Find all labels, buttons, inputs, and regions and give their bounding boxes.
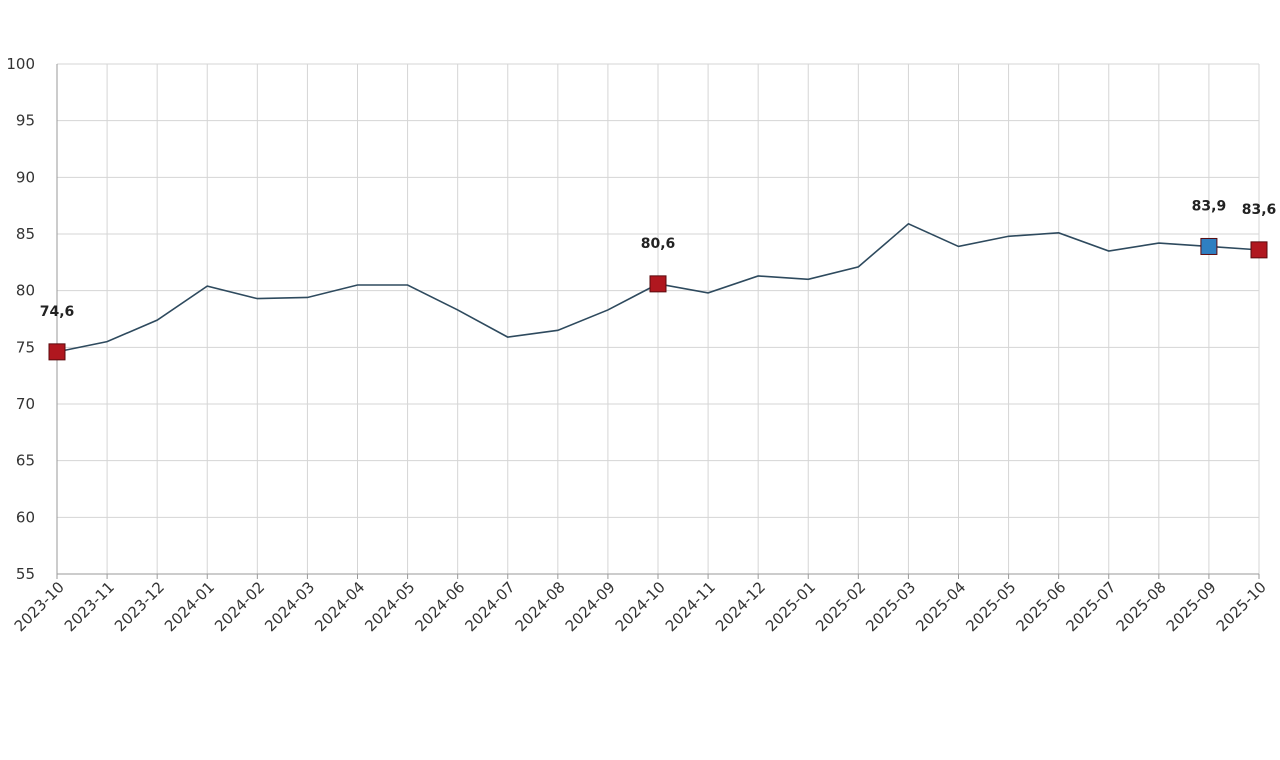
x-tick-label: 2024-11 (662, 578, 719, 635)
x-tick-label: 2025-10 (1213, 578, 1270, 635)
grid-layer (56, 63, 1260, 575)
x-tick-label: 2024-04 (311, 578, 368, 635)
x-tick-label: 2024-09 (562, 578, 619, 635)
marker-layer (48, 237, 1268, 361)
label-layer: 74,6 80,6 83,9 83,6 (40, 198, 1277, 319)
x-tick-label: 2023-12 (111, 578, 168, 635)
x-tick-label: 2023-10 (11, 578, 68, 635)
y-tick-label: 55 (16, 565, 35, 583)
x-tick-label: 2025-09 (1163, 578, 1220, 635)
y-tick-label: 65 (16, 452, 35, 470)
data-label: 74,6 (40, 304, 75, 320)
y-tick-label: 85 (16, 225, 35, 243)
x-tick-label: 2024-01 (161, 578, 218, 635)
x-tick-label: 2024-07 (462, 578, 519, 635)
axis-layer: 55 60 65 70 75 80 85 90 95 100 2023-102023-112023-… (6, 55, 1269, 635)
y-tick-label: 90 (16, 168, 35, 186)
y-tick-label: 70 (16, 395, 35, 413)
x-tick-label: 2025-02 (812, 578, 869, 635)
highlight-marker (649, 275, 667, 293)
x-tick-label: 2025-05 (962, 578, 1019, 635)
y-tick-label: 95 (16, 112, 35, 130)
y-tick-label: 100 (6, 55, 35, 73)
x-tick-label: 2025-07 (1063, 578, 1120, 635)
x-tick-label: 2024-03 (261, 578, 318, 635)
highlight-marker (1200, 237, 1218, 255)
x-tick-label: 2024-12 (712, 578, 769, 635)
highlight-marker (1250, 241, 1268, 259)
x-tick-label: 2024-06 (411, 578, 468, 635)
x-tick-label: 2025-01 (762, 578, 819, 635)
data-label: 83,9 (1192, 198, 1227, 214)
highlight-marker (48, 343, 66, 361)
x-tick-label: 2025-08 (1113, 578, 1170, 635)
x-tick-label: 2025-06 (1012, 578, 1069, 635)
x-tick-label: 2023-11 (61, 578, 118, 635)
data-label: 83,6 (1242, 202, 1277, 218)
x-tick-label: 2024-08 (512, 578, 569, 635)
x-tick-label: 2025-03 (862, 578, 919, 635)
data-label: 80,6 (641, 236, 676, 252)
x-tick-label: 2024-05 (361, 578, 418, 635)
y-tick-label: 75 (16, 338, 35, 356)
y-tick-label: 80 (16, 282, 35, 300)
x-tick-label: 2025-04 (912, 578, 969, 635)
x-tick-label: 2024-02 (211, 578, 268, 635)
y-tick-label: 60 (16, 508, 35, 526)
x-tick-label: 2024-10 (612, 578, 669, 635)
